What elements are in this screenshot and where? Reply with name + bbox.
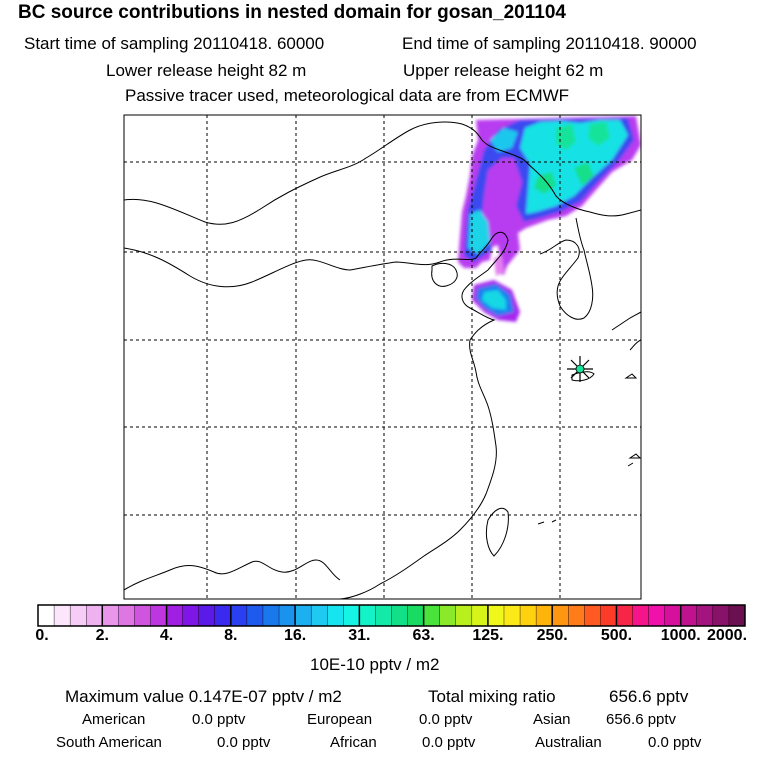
chart-title: BC source contributions in nested domain… [18,2,566,23]
colorbar-cell [150,604,168,627]
map-frame [123,114,642,600]
total-mixing-value: 656.6 pptv [609,687,689,706]
colorbar-cell [53,604,71,627]
plume-cyan-c [490,128,518,152]
region-european-value: 0.0 pptv [419,711,473,728]
colorbar-tick-label: 2. [95,627,109,644]
colorbar-cell [584,604,601,627]
end-time-label: End time of sampling 20110418. 90000 [402,34,697,53]
colorbar-cell [664,604,682,627]
colorbar-cell [214,604,232,627]
colorbar-cell [535,604,553,627]
colorbar-cell [616,604,634,627]
colorbar-tick-label: 1000. [660,627,701,644]
colorbar-cell [102,604,119,627]
colorbar-cell [568,604,585,627]
colorbar-tick-label: 31. [348,627,371,644]
colorbar-cell [423,604,441,627]
colorbar-unit: 10E-10 pptv / m2 [310,655,440,674]
colorbar-cell [632,604,650,627]
region-asian-name: Asian [533,711,571,728]
colorbar-cell [310,604,328,627]
region-asian-value: 656.6 pptv [606,711,677,728]
plume-layer [458,116,641,322]
colorbar-tick-label: 16. [283,627,307,644]
colorbar-cell [182,604,200,627]
total-mixing-label: Total mixing ratio [428,687,556,706]
colorbar-cell [85,604,103,627]
colorbar-frame [37,604,746,627]
colorbar-cell [503,604,521,627]
colorbar-cell [37,604,55,627]
start-time-label: Start time of sampling 20110418. 60000 [24,34,325,53]
info-label: Passive tracer used, meteorological data… [125,86,570,105]
colorbar-cell [294,604,312,627]
colorbar-cell [680,604,698,627]
colorbar-cell [519,604,537,627]
colorbar-cell [230,604,248,627]
colorbar-cell [262,604,280,627]
region-african-name: African [330,734,377,751]
lower-height-label: Lower release height 82 m [106,61,307,80]
region-australian-value: 0.0 pptv [648,734,702,751]
plume-cyan-b [482,290,506,310]
colorbar-cell [471,604,489,627]
colorbar-cell [487,604,505,627]
colorbar-tick-label: 4. [159,627,174,644]
colorbar [37,604,746,627]
colorbar-cell [375,604,392,627]
plume-green-a [556,124,576,150]
colorbar-cell [455,604,473,627]
plume-green-c [534,172,556,194]
colorbar-cell [648,604,666,627]
region-european-name: European [307,711,373,728]
colorbar-cell [327,604,344,627]
colorbar-tick-label: 250. [536,627,568,644]
colorbar-cell [198,604,216,627]
colorbar-tick-label: 2000. [706,627,748,644]
region-american-value: 0.0 pptv [192,711,246,728]
colorbar-cell [246,604,264,627]
colorbar-cell [278,604,296,627]
region-american-name: American [82,711,146,728]
colorbar-cell [69,604,87,627]
plume-cyan-a [468,210,490,254]
colorbar-cell [359,604,376,627]
colorbar-cell [712,604,730,627]
colorbar-cell [391,604,409,627]
colorbar-cell [118,604,135,627]
colorbar-cell [728,604,746,627]
colorbar-cell [134,604,151,627]
gridlines [124,115,641,599]
colorbar-cell [551,604,569,627]
upper-height-label: Upper release height 62 m [403,61,604,80]
plume-green-d [574,162,594,186]
colorbar-cell [166,604,184,627]
colorbar-tick-label: 0. [35,627,49,644]
colorbar-tick-label: 63. [412,627,435,644]
plume-pink [494,256,504,276]
plume-green-b [588,122,610,146]
region-african-value: 0.0 pptv [422,734,476,751]
colorbar-tick-label: 500. [600,627,633,644]
maximum-value: Maximum value 0.147E-07 pptv / m2 [65,687,342,706]
colorbar-cell [600,604,617,627]
colorbar-cell [343,604,360,627]
colorbar-cell [407,604,425,627]
receptor-marker [567,356,593,382]
region-australian-name: Australian [535,734,602,751]
region-south-american-value: 0.0 pptv [217,734,271,751]
region-south-american-name: South American [56,734,162,751]
colorbar-tick-label: 8. [224,627,238,644]
colorbar-cell [439,604,457,627]
colorbar-cell [696,604,714,627]
colorbar-tick-label: 125. [472,627,504,644]
